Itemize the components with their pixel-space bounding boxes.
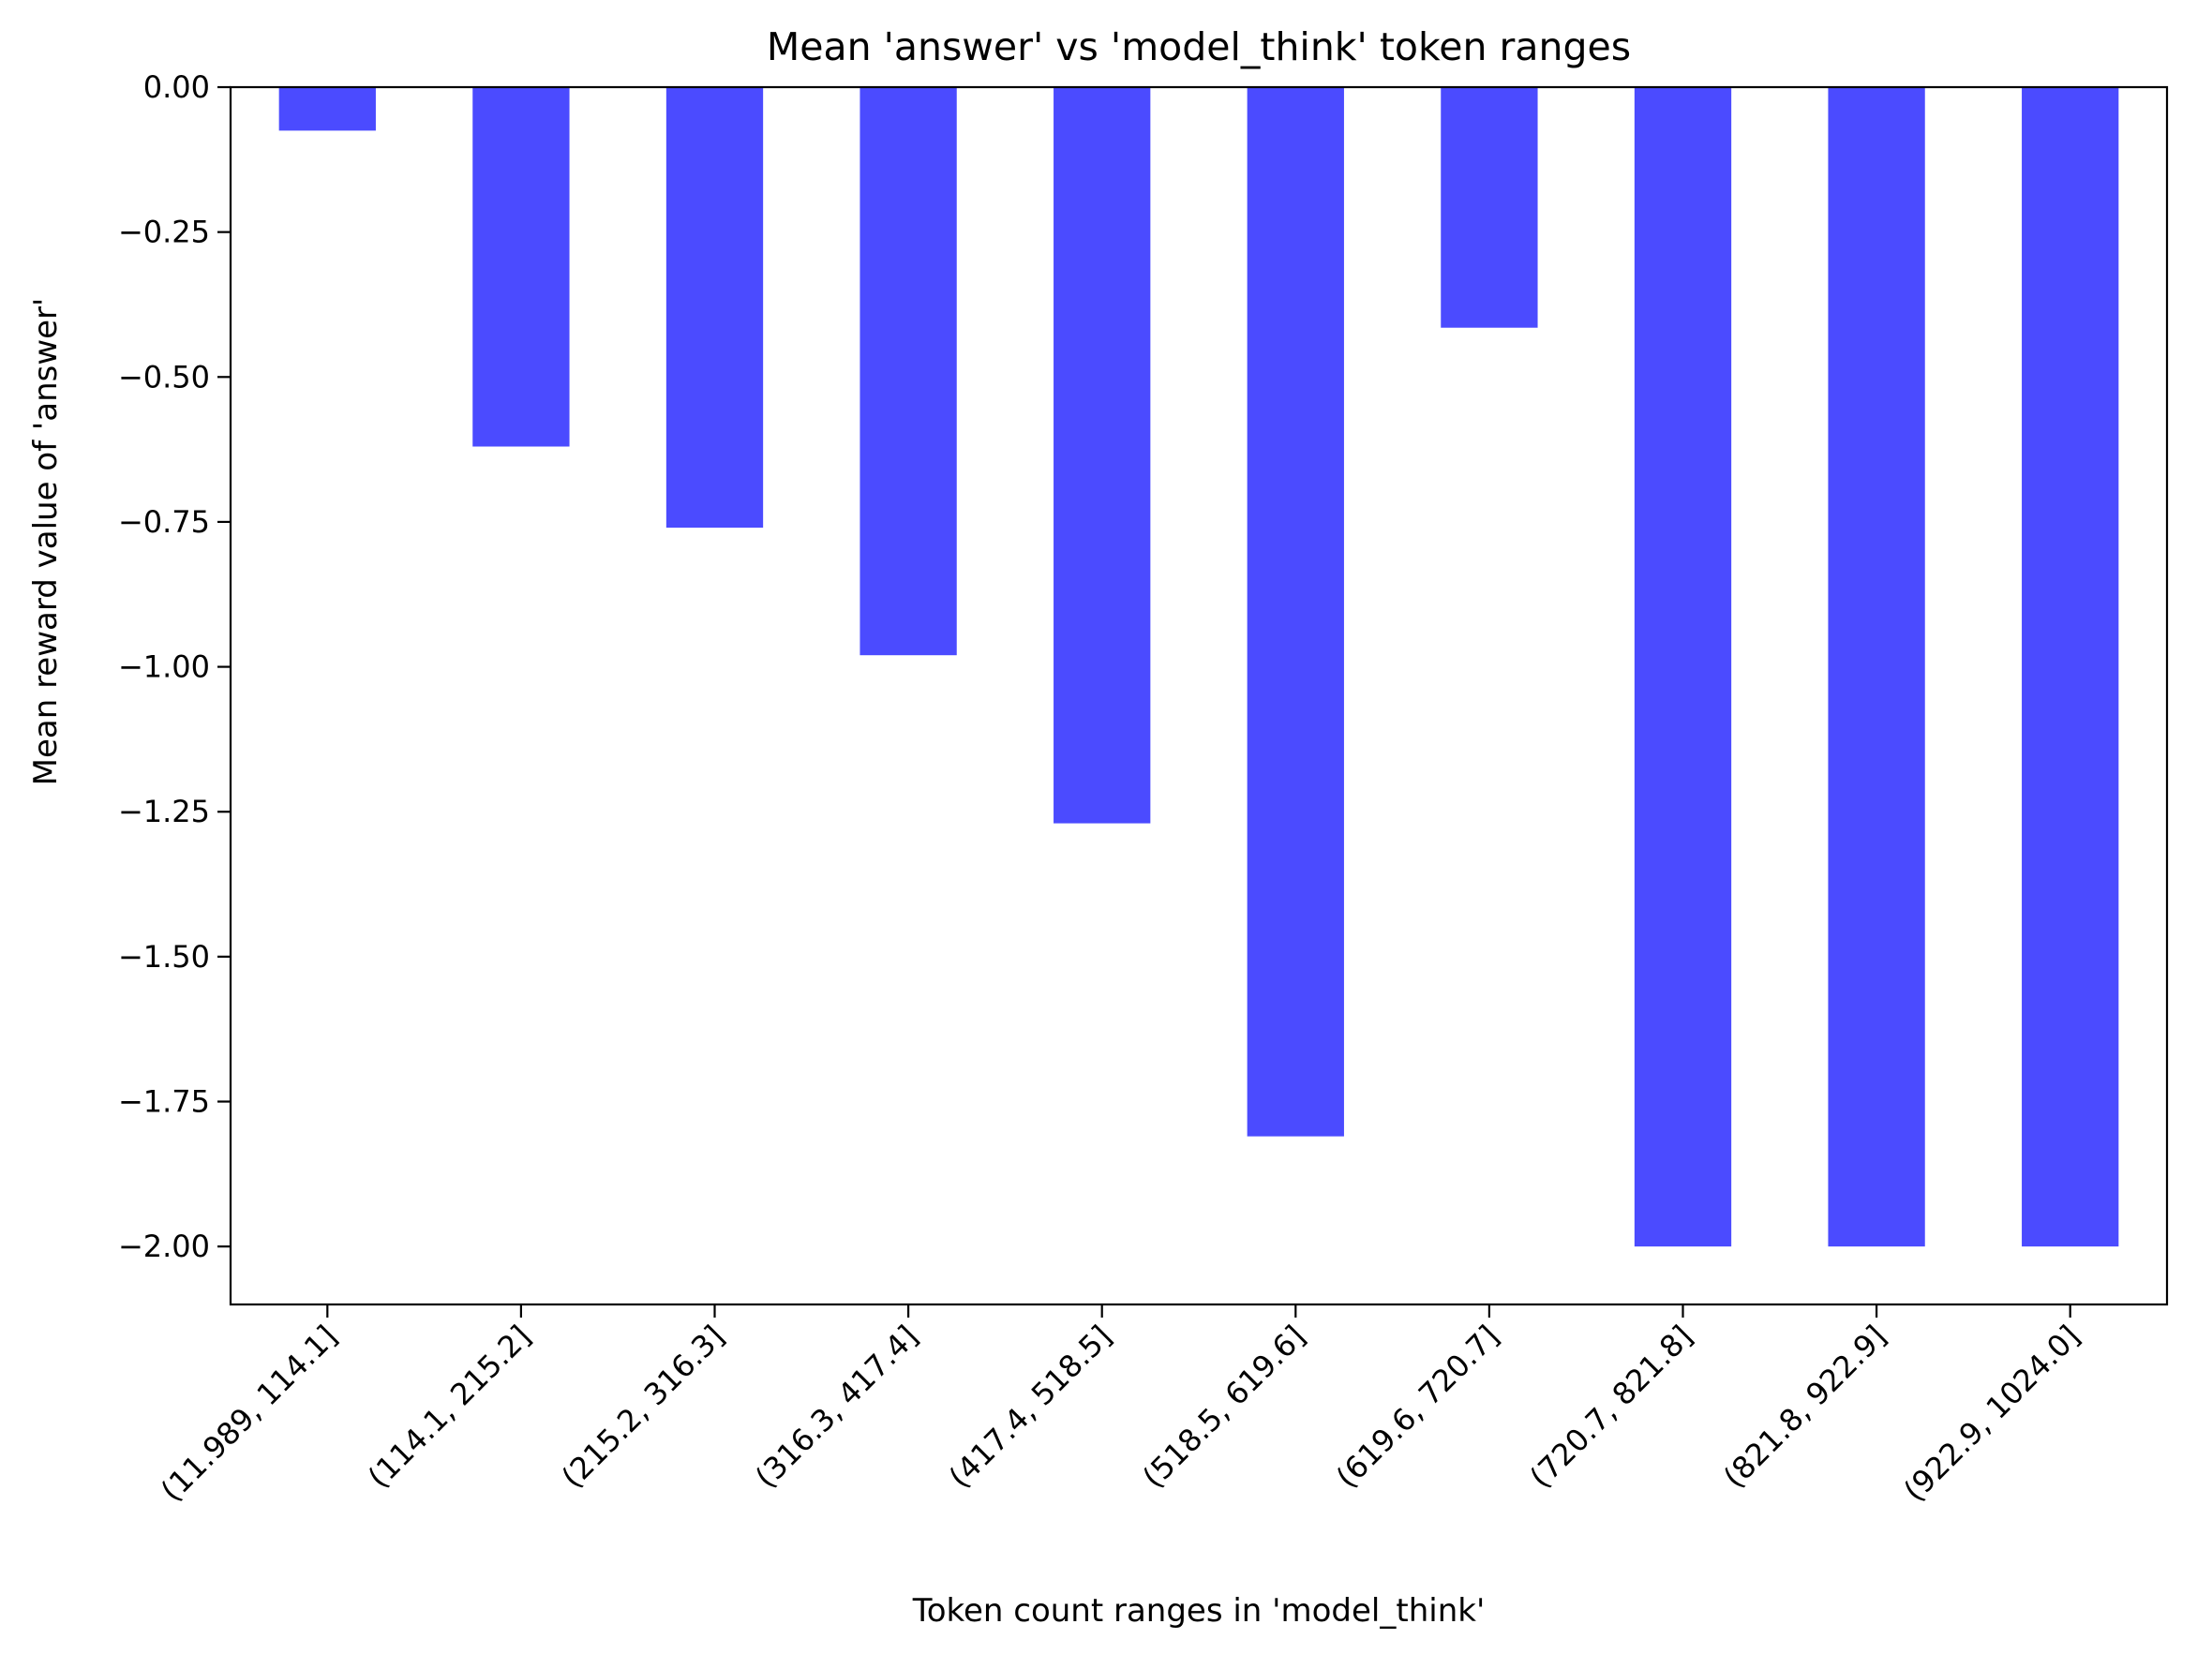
y-tick-label: 0.00 — [143, 69, 210, 105]
x-tick-label: (720.7, 821.8] — [1523, 1319, 1699, 1495]
bar-4 — [859, 87, 957, 656]
y-axis-label: Mean reward value of 'answer' — [27, 298, 65, 786]
x-tick-label: (518.5, 619.6] — [1135, 1319, 1311, 1495]
bar-5 — [1054, 87, 1151, 824]
x-tick-label: (114.1, 215.2] — [361, 1319, 537, 1495]
axes-frame — [229, 85, 2169, 1306]
chart-title: Mean 'answer' vs 'model_think' token ran… — [767, 24, 1631, 69]
x-axis-label: Token count ranges in 'model_think' — [912, 1592, 1486, 1630]
x-axis: (11.989, 114.1] (114.1, 215.2] (215.2, 316… — [154, 1304, 2086, 1509]
bar-10 — [2022, 87, 2119, 1247]
x-tick-label: (11.989, 114.1] — [154, 1319, 344, 1509]
bar-9 — [1828, 87, 1925, 1247]
y-axis: 0.00 −0.25 −0.50 −0.75 −1.00 −1.25 −1.50 −1.75 −… — [118, 69, 231, 1264]
y-tick-label: −0.25 — [118, 215, 210, 250]
x-tick-label: (922.9, 1024.0] — [1896, 1319, 2086, 1509]
bar-6 — [1247, 87, 1344, 1137]
x-tick-label: (821.8, 922.9] — [1716, 1319, 1892, 1495]
bar-3 — [665, 87, 764, 529]
x-tick-label: (316.3, 417.4] — [748, 1319, 924, 1495]
bar-1 — [278, 87, 376, 131]
bars — [278, 87, 2119, 1247]
x-tick-label: (619.6, 720.7] — [1329, 1319, 1505, 1495]
y-tick-label: −1.00 — [118, 649, 210, 685]
x-tick-label: (215.2, 316.3] — [555, 1319, 731, 1495]
x-tick-label: (417.4, 518.5] — [942, 1319, 1118, 1495]
y-tick-label: −1.25 — [118, 794, 210, 829]
y-tick-label: −1.75 — [118, 1084, 210, 1120]
bar-8 — [1634, 87, 1732, 1247]
y-tick-label: −1.50 — [118, 939, 210, 975]
y-tick-label: −2.00 — [118, 1229, 210, 1264]
y-tick-label: −0.75 — [118, 504, 210, 540]
bar-7 — [1441, 87, 1538, 328]
bar-2 — [472, 87, 570, 447]
y-tick-label: −0.50 — [118, 359, 210, 395]
